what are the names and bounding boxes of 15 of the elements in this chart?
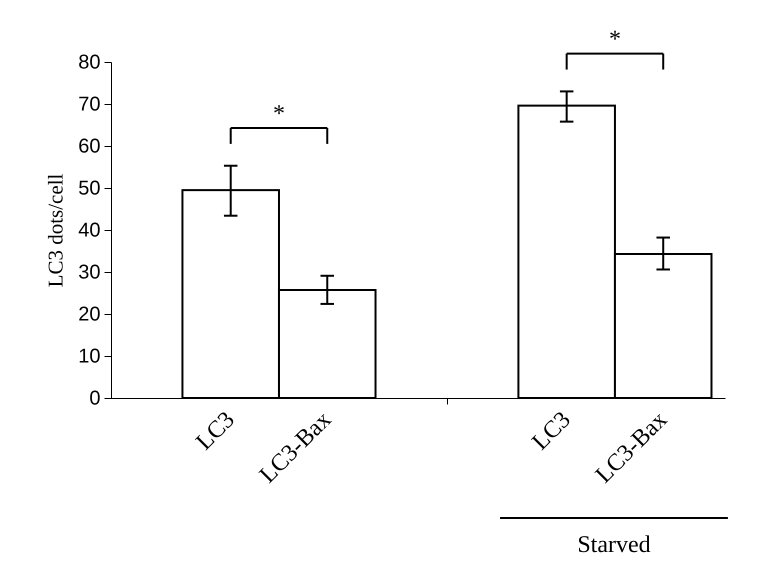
y-tick-label: 40 [78,220,100,242]
y-tick-label: 70 [78,94,100,116]
y-tick-label: 80 [78,52,100,74]
y-tick-label: 20 [78,304,100,326]
x-tick-label: LC3 [191,406,240,456]
x-tick-label: LC3 [527,406,576,456]
y-tick-label: 60 [78,136,100,158]
y-tick-label: 0 [89,388,100,410]
text: * [608,26,621,53]
y-axis-title: LC3 dots/cell [43,173,68,288]
y-tick-label: 50 [78,178,100,200]
y-tick-label: 30 [78,262,100,284]
y-tick-label: 10 [78,346,100,368]
text: Starved [577,532,651,558]
annotation: * [272,100,285,127]
